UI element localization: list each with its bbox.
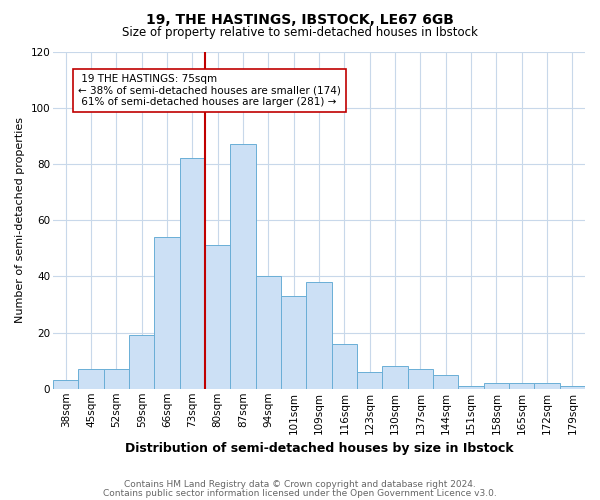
Bar bbox=[535, 383, 560, 389]
Text: Size of property relative to semi-detached houses in Ibstock: Size of property relative to semi-detach… bbox=[122, 26, 478, 39]
Text: Contains public sector information licensed under the Open Government Licence v3: Contains public sector information licen… bbox=[103, 490, 497, 498]
Text: 19, THE HASTINGS, IBSTOCK, LE67 6GB: 19, THE HASTINGS, IBSTOCK, LE67 6GB bbox=[146, 12, 454, 26]
Bar bbox=[281, 296, 307, 389]
Bar bbox=[104, 369, 129, 389]
Bar bbox=[407, 369, 433, 389]
Bar bbox=[79, 369, 104, 389]
Bar bbox=[230, 144, 256, 389]
Bar bbox=[307, 282, 332, 389]
Bar bbox=[53, 380, 79, 389]
Bar bbox=[382, 366, 407, 389]
Bar bbox=[433, 374, 458, 389]
Bar bbox=[509, 383, 535, 389]
Bar bbox=[154, 237, 180, 389]
Text: Contains HM Land Registry data © Crown copyright and database right 2024.: Contains HM Land Registry data © Crown c… bbox=[124, 480, 476, 489]
Y-axis label: Number of semi-detached properties: Number of semi-detached properties bbox=[15, 117, 25, 323]
X-axis label: Distribution of semi-detached houses by size in Ibstock: Distribution of semi-detached houses by … bbox=[125, 442, 514, 455]
Bar bbox=[332, 344, 357, 389]
Bar bbox=[256, 276, 281, 389]
Bar bbox=[357, 372, 382, 389]
Bar bbox=[205, 246, 230, 389]
Text: 19 THE HASTINGS: 75sqm
← 38% of semi-detached houses are smaller (174)
 61% of s: 19 THE HASTINGS: 75sqm ← 38% of semi-det… bbox=[79, 74, 341, 107]
Bar bbox=[180, 158, 205, 389]
Bar bbox=[560, 386, 585, 389]
Bar bbox=[484, 383, 509, 389]
Bar bbox=[458, 386, 484, 389]
Bar bbox=[129, 336, 154, 389]
